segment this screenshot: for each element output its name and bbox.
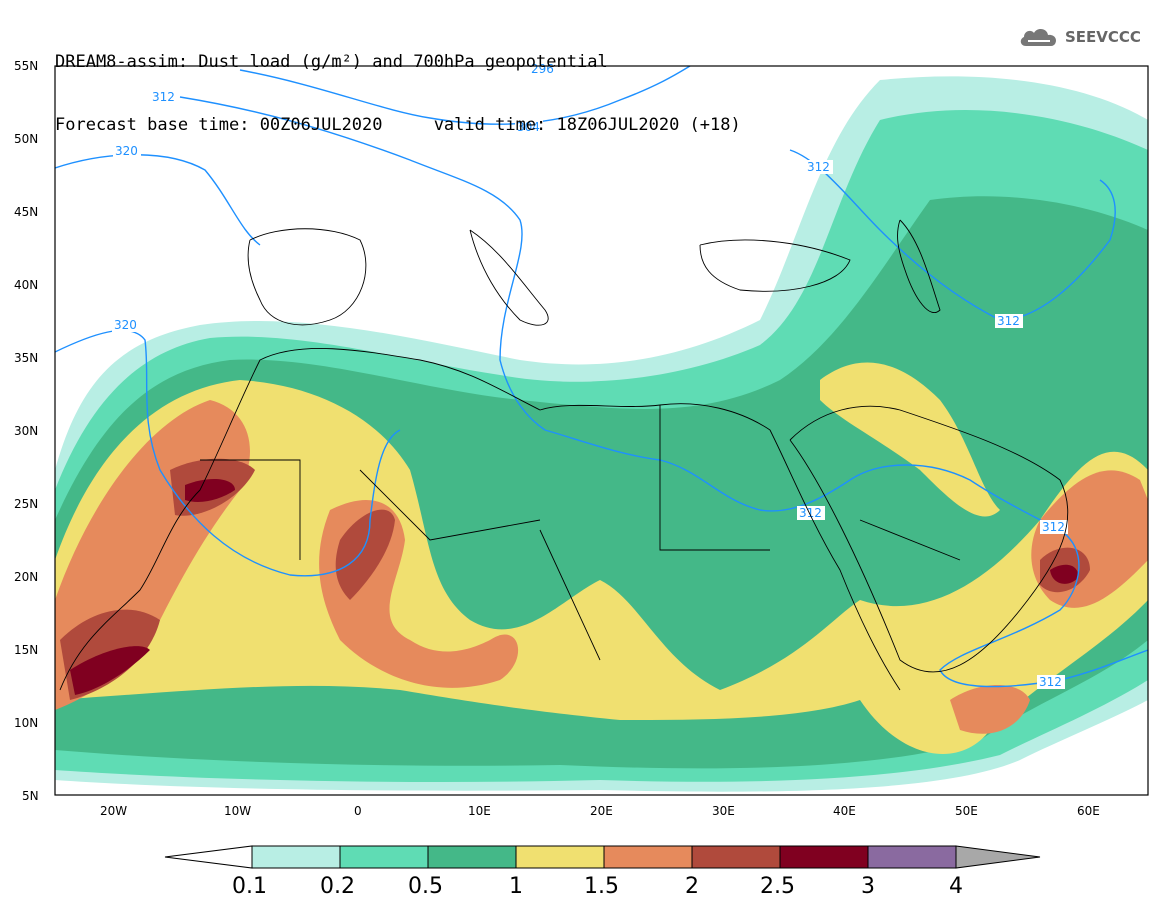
lat-tick-label: 10N (14, 716, 38, 730)
dust-field (55, 66, 1148, 795)
contour-312-north (179, 96, 546, 431)
lat-tick-label: 15N (14, 643, 38, 657)
colorbar-label: 2 (685, 874, 699, 899)
lat-tick-label: 20N (14, 570, 38, 584)
contour-label: 312 (807, 160, 830, 174)
colorbar-swatch (515, 845, 605, 869)
lat-tick-label: 50N (14, 132, 38, 146)
colorbar-label: 0.1 (232, 874, 267, 899)
colorbar-label: 4 (949, 874, 963, 899)
lon-tick-label: 20W (100, 804, 127, 818)
lat-tick-label: 55N (14, 59, 38, 73)
lon-tick-label: 20E (590, 804, 613, 818)
lon-tick-label: 50E (955, 804, 978, 818)
lon-tick-label: 10E (468, 804, 491, 818)
colorbar-label: 1 (509, 874, 523, 899)
africa-coast (59, 348, 901, 691)
arabia-coast (789, 405, 1069, 673)
cloud-icon (1020, 29, 1057, 46)
lat-tick-label: 25N (14, 497, 38, 511)
seevccc-logo: SEEVCCC (1018, 26, 1141, 48)
colorbar-swatch (691, 845, 781, 869)
lon-tick-label: 10W (224, 804, 251, 818)
logo-text: SEEVCCC (1065, 28, 1141, 46)
lon-tick-label: 0 (354, 804, 362, 818)
iberia-coast (247, 228, 367, 326)
contour-label: 320 (115, 144, 138, 158)
colorbar-swatch (867, 845, 957, 869)
colorbar-swatch (779, 845, 869, 869)
colorbar-swatch (427, 845, 517, 869)
lon-tick-label: 30E (712, 804, 735, 818)
dust-level-1 (55, 380, 1148, 754)
colorbar-under-arrow (164, 845, 253, 869)
colorbar-over-arrow (955, 845, 1041, 869)
colorbar-label: 1.5 (584, 874, 619, 899)
colorbar-swatch (603, 845, 693, 869)
header-title: DREAM8-assim: Dust load (g/m²) and 700hP… (55, 52, 608, 72)
coastlines (59, 219, 1069, 691)
lat-tick-label: 35N (14, 351, 38, 365)
colorbar-label: 2.5 (760, 874, 795, 899)
longitude-axis: 20W 10W 0 10E 20E 30E 40E 50E 60E (100, 804, 1100, 818)
lat-tick-label: 5N (22, 789, 39, 803)
colorbar-swatch (339, 845, 429, 869)
contour-label: 312 (1039, 675, 1062, 689)
border-lines (200, 405, 961, 661)
contour-label: 312 (1042, 520, 1065, 534)
contour-312-mid (544, 429, 1148, 688)
caspian-sea (897, 219, 941, 313)
contour-304 (239, 66, 691, 125)
latitude-axis: 55N 50N 45N 40N 35N 30N 25N 20N 15N 10N … (14, 59, 39, 803)
lon-tick-label: 40E (833, 804, 856, 818)
header-times: Forecast base time: 00Z06JUL2020 valid t… (55, 115, 741, 135)
map-frame (54, 65, 1149, 796)
contour-label: 304 (517, 120, 540, 134)
contour-label: 320 (114, 318, 137, 332)
lon-tick-label: 60E (1077, 804, 1100, 818)
contour-label: 312 (799, 506, 822, 520)
colorbar-label: 0.2 (320, 874, 355, 899)
lat-tick-label: 30N (14, 424, 38, 438)
contour-label: 312 (997, 314, 1020, 328)
contour-label: 312 (152, 90, 175, 104)
colorbar-swatch (251, 845, 341, 869)
colorbar-label: 0.5 (408, 874, 443, 899)
lat-tick-label: 45N (14, 205, 38, 219)
black-sea (699, 239, 851, 292)
dust-level-2.5 (70, 646, 150, 695)
contour-320-north (55, 154, 261, 246)
colorbar: 0.1 0.2 0.5 1 1.5 2 2.5 3 4 (164, 845, 1041, 899)
contour-320-south (55, 329, 401, 577)
lat-tick-label: 40N (14, 278, 38, 292)
map-header: DREAM8-assim: Dust load (g/m²) and 700hP… (55, 10, 741, 157)
italy-coast (469, 229, 549, 326)
colorbar-label: 3 (861, 874, 875, 899)
